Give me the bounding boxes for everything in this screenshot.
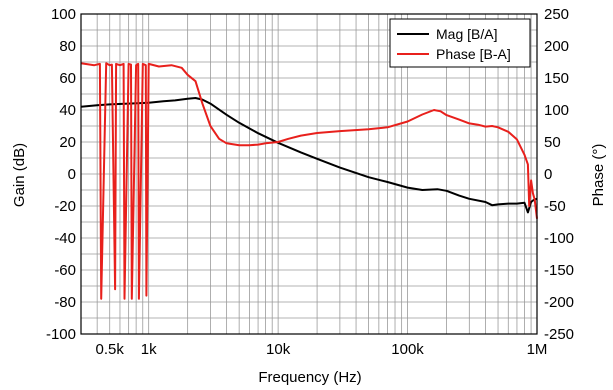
- x-tick-label: 100k: [391, 341, 424, 358]
- y2-tick-label: 100: [544, 102, 569, 119]
- series-line-phase: [80, 62, 538, 300]
- legend-label-phase: Phase [B-A]: [436, 46, 511, 62]
- x-tick-label: 1k: [141, 341, 157, 358]
- legend-box: [389, 18, 531, 68]
- plot-frame: [80, 13, 538, 335]
- y2-tick-label: -200: [544, 294, 574, 311]
- legend-label-mag: Mag [B/A]: [436, 26, 497, 42]
- y-tick-label: -100: [46, 326, 76, 343]
- y-tick-label: -80: [54, 294, 76, 311]
- y2-tick-label: -250: [544, 326, 574, 343]
- y2-tick-label: 200: [544, 38, 569, 55]
- y-tick-label: 100: [51, 6, 76, 23]
- y-tick-label: 0: [68, 166, 76, 183]
- y-tick-label: 20: [59, 134, 76, 151]
- y-tick-label: 60: [59, 70, 76, 87]
- y-tick-label: -20: [54, 198, 76, 215]
- series-layer: [80, 62, 538, 300]
- x-axis-label: Frequency (Hz): [258, 369, 361, 386]
- y2-axis-label: Phase (°): [590, 144, 607, 207]
- y-tick-label: -60: [54, 262, 76, 279]
- y2-tick-label: -100: [544, 230, 574, 247]
- y-tick-label: 80: [59, 38, 76, 55]
- y2-tick-label: 50: [544, 134, 561, 151]
- y2-tick-label: 150: [544, 70, 569, 87]
- y2-tick-label: -150: [544, 262, 574, 279]
- y-tick-label: -40: [54, 230, 76, 247]
- x-tick-label: 0.5k: [96, 341, 125, 358]
- tick-labels: 0.5k 1k 10k 100k 1M100806040200-20-40-60-80-…: [46, 6, 574, 358]
- y-tick-label: 40: [59, 102, 76, 119]
- series-line-mag: [80, 97, 538, 214]
- y2-tick-label: -50: [544, 198, 566, 215]
- y2-tick-label: 250: [544, 6, 569, 23]
- x-tick-label: 1M: [527, 341, 548, 358]
- legend: Mag [B/A] Phase [B-A]: [389, 18, 531, 68]
- y-axis-label: Gain (dB): [11, 143, 28, 207]
- x-tick-label: 10k: [266, 341, 291, 358]
- y2-tick-label: 0: [544, 166, 552, 183]
